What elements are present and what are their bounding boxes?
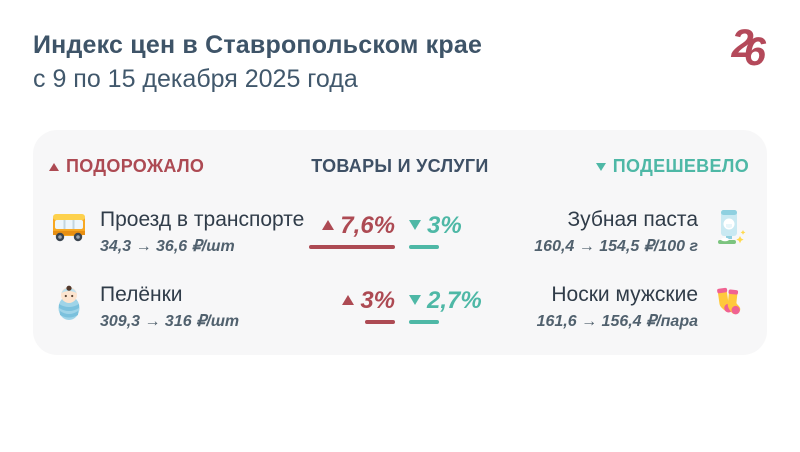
socks-icon (717, 287, 741, 315)
down-triangle-icon (409, 295, 421, 305)
increase-value: 7,6% (340, 212, 395, 239)
item-price: 309,3 → 316 ₽/шт (100, 313, 240, 330)
change-percentages: 7,6% 3% (309, 212, 489, 249)
bus-icon (53, 214, 85, 242)
item-texts: Пелёнки 309,3 → 316 ₽/шт (100, 282, 239, 331)
up-triangle-icon (49, 162, 59, 171)
header-increased: ПОДОРОЖАЛО (49, 156, 204, 177)
increase-value: 3% (360, 287, 395, 314)
underline (409, 245, 439, 249)
down-triangle-icon (595, 162, 606, 171)
price-row-diapers-socks: Пелёнки 309,3 → 316 ₽/шт 3% 2,7% (49, 282, 749, 331)
pobeda26-logo: 26 (731, 22, 767, 72)
decrease-value: 3% (427, 212, 462, 239)
decrease-percentage: 2,7% (409, 287, 489, 324)
item-name: Пелёнки (100, 283, 183, 306)
underline (365, 320, 395, 324)
item-texts: Проезд в транспорте 34,3 → 36,6 ₽/шт (100, 207, 304, 256)
item-price: 34,3 → 36,6 ₽/шт (100, 238, 235, 255)
down-triangle-icon (409, 220, 421, 230)
item-texts: Зубная паста 160,4 → 154,5 ₽/100 г (534, 207, 698, 256)
increase-percentage: 7,6% (309, 212, 395, 249)
item-price: 160,4 → 154,5 ₽/100 г (534, 238, 698, 255)
header-goods-services: ТОВАРЫ И УСЛУГИ (311, 156, 489, 176)
price-index-card: ПОДОРОЖАЛО ТОВАРЫ И УСЛУГИ ПОДЕШЕВЕЛО (33, 130, 767, 355)
underline (309, 245, 395, 249)
item-name: Проезд в транспорте (100, 208, 305, 231)
decrease-percentage: 3% (409, 212, 489, 249)
increased-item-diapers: Пелёнки 309,3 → 316 ₽/шт (49, 282, 309, 331)
header-decreased: ПОДЕШЕВЕЛО (595, 156, 749, 177)
change-percentages: 3% 2,7% (309, 287, 489, 324)
decreased-item-socks: Носки мужские 161,6 → 156,4 ₽/пара (489, 282, 749, 331)
item-price: 161,6 → 156,4 ₽/пара (536, 313, 698, 330)
increase-percentage: 3% (309, 287, 395, 324)
item-name: Зубная паста (567, 208, 698, 231)
header-increased-label: ПОДОРОЖАЛО (66, 156, 205, 176)
page-header: Индекс цен в Ставропольском крае с 9 по … (33, 28, 482, 96)
logo-digit-2: 2 (731, 22, 754, 66)
toothpaste-icon (718, 210, 746, 244)
price-row-transport-toothpaste: Проезд в транспорте 34,3 → 36,6 ₽/шт 7,6… (49, 207, 749, 256)
page-subtitle: с 9 по 15 декабря 2025 года (33, 65, 358, 93)
increased-item-transport: Проезд в транспорте 34,3 → 36,6 ₽/шт (49, 207, 309, 256)
underline (409, 320, 439, 324)
decrease-value: 2,7% (427, 287, 482, 314)
item-name: Носки мужские (551, 283, 698, 306)
card-headers: ПОДОРОЖАЛО ТОВАРЫ И УСЛУГИ ПОДЕШЕВЕЛО (49, 156, 749, 177)
logo-digit-6: 6 (743, 30, 766, 74)
header-decreased-label: ПОДЕШЕВЕЛО (612, 156, 749, 176)
decreased-item-toothpaste: Зубная паста 160,4 → 154,5 ₽/100 г (489, 207, 749, 256)
swaddled-baby-icon (58, 285, 80, 320)
item-texts: Носки мужские 161,6 → 156,4 ₽/пара (537, 282, 698, 331)
up-triangle-icon (342, 294, 355, 305)
page-title: Индекс цен в Ставропольском крае (33, 31, 483, 59)
up-triangle-icon (322, 219, 335, 230)
